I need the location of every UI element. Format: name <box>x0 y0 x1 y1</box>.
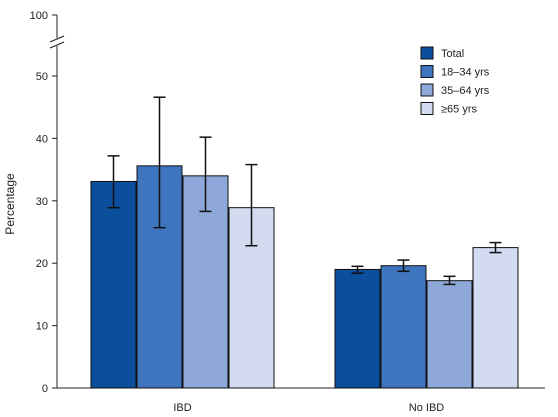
y-tick-label: 10 <box>36 321 48 333</box>
y-tick-label: 0 <box>42 383 48 395</box>
legend-swatch <box>420 102 434 115</box>
y-tick-label: 100 <box>30 10 48 22</box>
y-tick-label: 50 <box>36 71 48 83</box>
x-tick-label: IBD <box>173 402 191 414</box>
x-tick-labels: IBD No IBD <box>173 402 444 414</box>
y-tick-label: 20 <box>36 258 48 270</box>
bar <box>426 280 473 389</box>
y-tick-label: 30 <box>36 196 48 208</box>
legend-label: 35–64 yrs <box>441 85 490 97</box>
x-tick-label: No IBD <box>409 402 445 414</box>
bar <box>380 265 427 389</box>
legend-swatch <box>420 83 434 97</box>
y-tick-label: 40 <box>36 133 48 145</box>
y-axis-title: Percentage <box>3 173 17 235</box>
bar <box>334 268 381 389</box>
bars <box>90 165 519 389</box>
legend-swatch <box>420 46 434 60</box>
legend-label: ≥65 yrs <box>441 104 477 116</box>
legend-swatch <box>420 65 434 78</box>
error-bars <box>107 96 502 286</box>
axis-break-mark <box>49 35 65 43</box>
axis-break-mark <box>49 41 65 49</box>
bar <box>90 180 137 389</box>
legend-label: Total <box>441 48 464 60</box>
legend: Total 18–34 yrs 35–64 yrs ≥65 yrs <box>420 46 490 116</box>
legend-label: 18–34 yrs <box>441 67 490 79</box>
bar <box>472 247 519 389</box>
